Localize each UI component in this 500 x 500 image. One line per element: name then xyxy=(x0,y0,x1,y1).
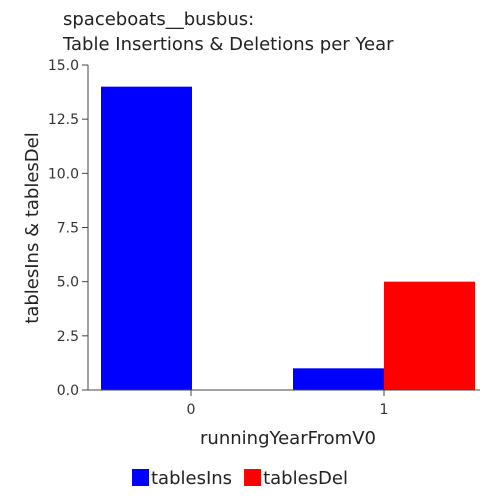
y-tick-label: 15.0 xyxy=(48,58,79,74)
x-tick-label: 1 xyxy=(380,402,389,418)
y-tick-label: 0.0 xyxy=(57,383,79,399)
y-tick-label: 12.5 xyxy=(48,112,79,128)
bar-tablesIns-1 xyxy=(293,368,384,390)
legend-label-tablesIns: tablesIns xyxy=(151,468,232,489)
y-axis: 0.0 2.5 5.0 7.5 10.0 12.5 15.0 xyxy=(48,58,89,399)
legend-label-tablesDel: tablesDel xyxy=(263,468,348,489)
y-axis-label: tablesIns & tablesDel xyxy=(22,132,43,323)
chart-title-line-2: Table Insertions & Deletions per Year xyxy=(62,34,394,55)
bar-tablesDel-1 xyxy=(384,281,475,390)
y-tick-label: 2.5 xyxy=(57,329,79,345)
y-tick-label: 5.0 xyxy=(57,275,79,291)
x-axis-label: runningYearFromV0 xyxy=(200,428,376,449)
chart-title-line-1: spaceboats__busbus: xyxy=(63,9,254,30)
y-tick-label: 7.5 xyxy=(57,221,79,237)
legend-swatch-tablesIns xyxy=(132,469,149,486)
bars-group xyxy=(101,86,475,391)
x-tick-label: 0 xyxy=(187,402,196,418)
legend-swatch-tablesDel xyxy=(244,469,262,486)
legend: tablesIns tablesDel xyxy=(132,468,348,489)
bar-tablesIns-0 xyxy=(101,86,192,391)
y-tick-label: 10.0 xyxy=(48,166,79,182)
